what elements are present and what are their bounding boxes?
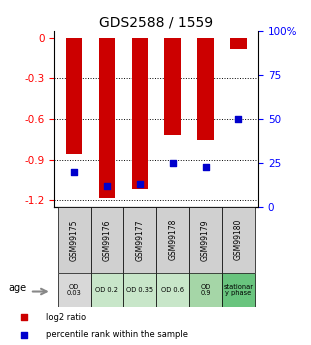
Bar <box>230 38 247 49</box>
Bar <box>222 273 255 307</box>
Text: log2 ratio: log2 ratio <box>45 313 86 322</box>
Text: percentile rank within the sample: percentile rank within the sample <box>45 330 188 339</box>
Title: GDS2588 / 1559: GDS2588 / 1559 <box>99 16 213 30</box>
Bar <box>123 273 156 307</box>
Bar <box>156 207 189 273</box>
Point <box>170 160 175 166</box>
Text: GSM99179: GSM99179 <box>201 219 210 260</box>
Point <box>236 116 241 122</box>
Bar <box>91 273 123 307</box>
Bar <box>165 38 181 135</box>
Point <box>295 74 300 80</box>
Text: GSM99176: GSM99176 <box>103 219 112 260</box>
Text: GSM99180: GSM99180 <box>234 219 243 260</box>
Text: GSM99177: GSM99177 <box>135 219 144 260</box>
Bar <box>58 207 91 273</box>
Point <box>137 181 142 187</box>
Bar <box>189 207 222 273</box>
Bar <box>123 207 156 273</box>
Bar <box>156 273 189 307</box>
Text: OD 0.35: OD 0.35 <box>126 287 153 293</box>
Point <box>295 231 300 236</box>
Bar <box>132 38 148 189</box>
Text: OD
0.9: OD 0.9 <box>200 284 211 296</box>
Bar <box>189 273 222 307</box>
Text: stationar
y phase: stationar y phase <box>223 284 253 296</box>
Bar <box>197 38 214 140</box>
Bar <box>66 38 82 154</box>
Text: OD 0.6: OD 0.6 <box>161 287 184 293</box>
Point <box>203 164 208 169</box>
Text: age: age <box>8 283 26 293</box>
Point <box>72 169 77 175</box>
Text: OD
0.03: OD 0.03 <box>67 284 81 296</box>
Bar <box>222 207 255 273</box>
Text: GSM99178: GSM99178 <box>168 219 177 260</box>
Text: GSM99175: GSM99175 <box>70 219 79 260</box>
Point <box>104 183 109 189</box>
Bar <box>99 38 115 198</box>
Bar <box>58 273 91 307</box>
Text: OD 0.2: OD 0.2 <box>95 287 118 293</box>
Bar <box>91 207 123 273</box>
